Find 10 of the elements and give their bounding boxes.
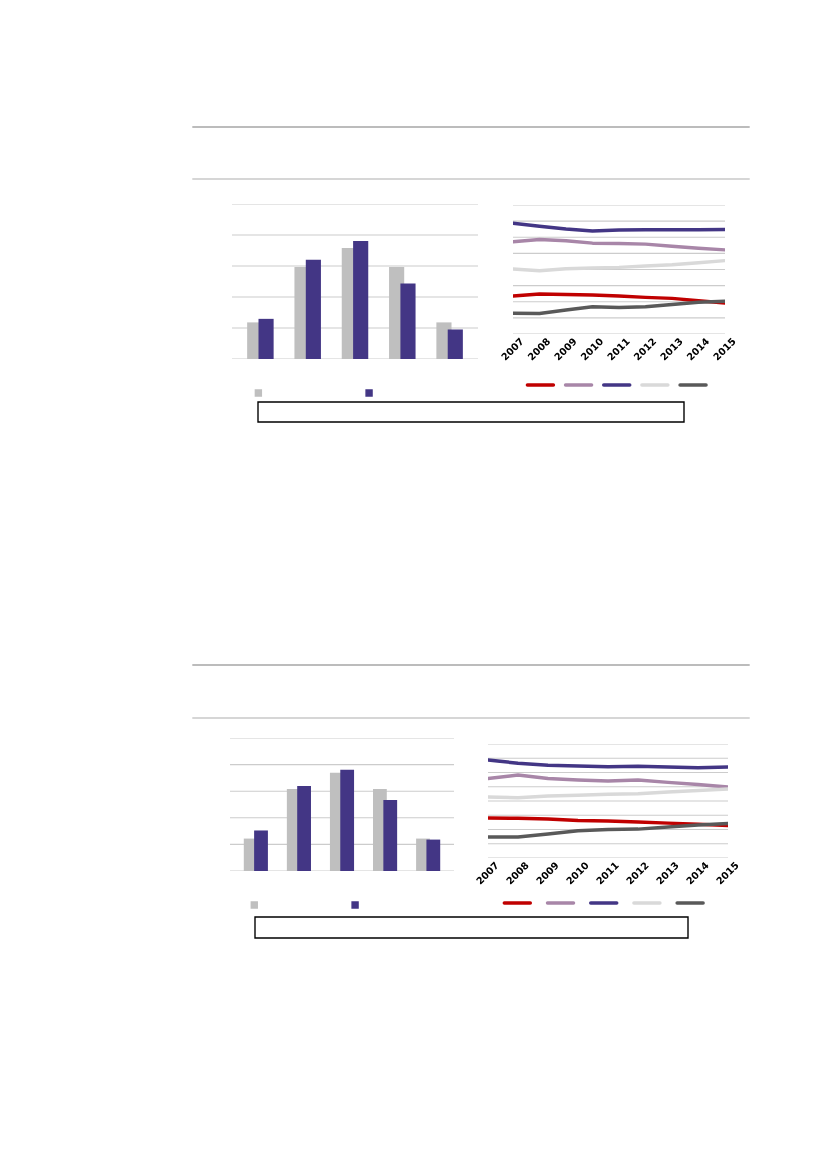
bar	[305, 259, 321, 359]
bar	[254, 830, 268, 871]
bar	[258, 318, 274, 359]
bar	[353, 240, 369, 359]
bar	[400, 283, 416, 359]
bar	[340, 769, 355, 871]
bar	[426, 839, 441, 871]
bar	[447, 329, 463, 359]
bar	[383, 800, 398, 871]
bar	[297, 785, 311, 871]
